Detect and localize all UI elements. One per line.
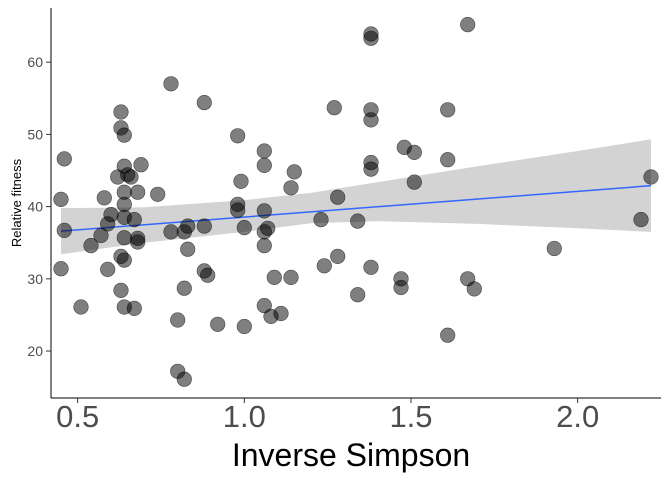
- data-point: [176, 371, 192, 387]
- ticks-layer: 0.5 1.0 1.5 2.0 20 30 40 50 60: [27, 54, 599, 434]
- data-point: [633, 212, 649, 228]
- trend-line: [60, 184, 652, 232]
- data-point: [116, 127, 132, 143]
- data-point: [170, 312, 186, 328]
- data-point: [406, 144, 422, 160]
- data-point: [96, 190, 112, 206]
- data-point: [406, 174, 422, 190]
- data-point: [363, 112, 379, 128]
- y-tick-label: 20: [27, 343, 43, 359]
- data-point: [466, 281, 482, 297]
- data-point: [363, 30, 379, 46]
- data-point: [236, 220, 252, 236]
- axes-layer: [50, 8, 661, 399]
- data-point: [130, 184, 146, 200]
- trend-line-layer: [60, 184, 652, 232]
- data-point: [440, 327, 456, 343]
- y-tick-label: 50: [27, 126, 43, 142]
- confidence-band-layer: [61, 139, 651, 255]
- data-point: [126, 212, 142, 228]
- data-point: [256, 238, 272, 254]
- data-point: [643, 169, 659, 185]
- data-point: [150, 186, 166, 202]
- x-axis-label: Inverse Simpson: [232, 437, 470, 473]
- data-point: [123, 169, 139, 185]
- data-point: [460, 16, 476, 33]
- data-point: [330, 189, 346, 205]
- data-point: [133, 157, 149, 173]
- x-tick-label: 1.0: [223, 399, 266, 434]
- data-point: [283, 269, 299, 286]
- data-point: [546, 240, 562, 257]
- data-point: [440, 102, 456, 118]
- data-point: [53, 261, 69, 277]
- data-point: [363, 161, 379, 177]
- data-point: [113, 282, 129, 299]
- data-point: [100, 261, 116, 278]
- data-point: [256, 203, 272, 219]
- y-tick-label: 40: [27, 199, 43, 215]
- data-point: [113, 104, 129, 120]
- confidence-band: [61, 139, 651, 255]
- data-point: [73, 299, 89, 315]
- x-tick-label: 0.5: [56, 399, 99, 434]
- data-point: [260, 220, 276, 236]
- y-tick-label: 30: [27, 271, 43, 287]
- data-point: [210, 316, 226, 332]
- data-point: [130, 234, 146, 250]
- data-point: [350, 287, 366, 303]
- points-layer: [53, 16, 659, 387]
- data-point: [256, 143, 272, 159]
- data-point: [176, 280, 192, 296]
- data-point: [180, 241, 196, 257]
- x-tick-label: 2.0: [556, 399, 599, 434]
- data-point: [266, 269, 282, 286]
- data-point: [126, 300, 142, 317]
- data-point: [180, 218, 196, 234]
- data-point: [163, 224, 179, 240]
- data-point: [93, 227, 109, 244]
- data-point: [236, 318, 252, 335]
- data-point: [316, 258, 332, 274]
- data-point: [286, 164, 302, 180]
- data-point: [196, 94, 212, 111]
- data-point: [440, 152, 456, 168]
- y-axis-label: Relative fitness: [9, 158, 24, 247]
- data-point: [330, 248, 346, 264]
- data-point: [103, 207, 119, 223]
- data-point: [56, 222, 72, 238]
- data-point: [393, 279, 409, 296]
- data-point: [230, 128, 246, 144]
- x-tick-label: 1.5: [389, 399, 432, 434]
- y-tick-label: 60: [27, 54, 43, 70]
- data-point: [116, 196, 132, 212]
- data-point: [256, 157, 272, 173]
- data-point: [363, 259, 379, 275]
- data-point: [230, 202, 246, 218]
- data-point: [200, 267, 216, 283]
- data-point: [163, 76, 179, 92]
- data-point: [56, 151, 72, 167]
- data-point: [233, 173, 249, 189]
- data-point: [350, 213, 366, 229]
- data-point: [116, 252, 132, 268]
- data-point: [313, 212, 329, 228]
- data-point: [196, 218, 212, 234]
- data-point: [326, 100, 342, 116]
- data-point: [116, 230, 132, 246]
- data-point: [273, 305, 289, 322]
- data-point: [283, 180, 299, 196]
- data-point: [53, 191, 69, 207]
- data-point: [83, 238, 99, 254]
